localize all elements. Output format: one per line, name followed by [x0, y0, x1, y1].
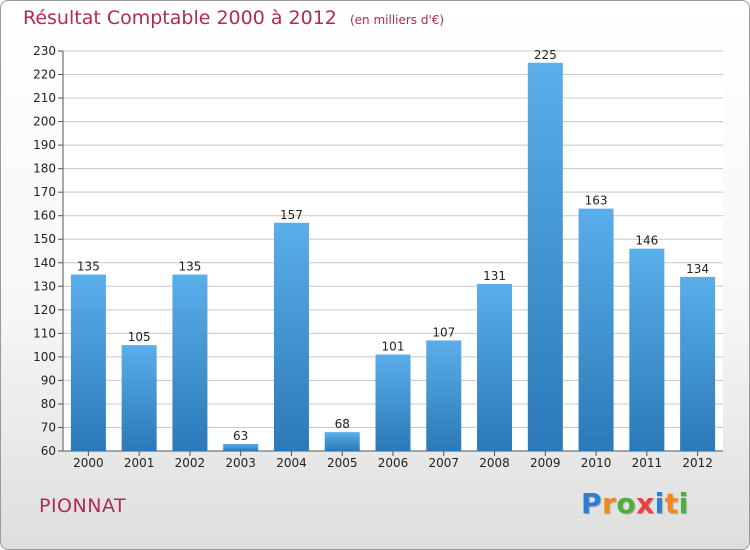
chart-unit-note: (en milliers d'€) — [349, 13, 445, 27]
bar-value-label: 131 — [483, 269, 506, 283]
x-tick-label: 2001 — [124, 456, 155, 470]
x-tick-label: 2007 — [428, 456, 459, 470]
bar-value-label: 107 — [432, 325, 455, 339]
bar-value-label: 157 — [280, 208, 303, 222]
bar — [273, 222, 309, 451]
x-tick-label: 2012 — [682, 456, 713, 470]
x-tick-label: 2009 — [530, 456, 561, 470]
logo-letter: i — [678, 487, 689, 520]
bar-value-label: 101 — [382, 340, 405, 354]
bar — [629, 248, 665, 451]
x-tick-label: 2008 — [479, 456, 510, 470]
y-tick-label: 100 — [33, 350, 56, 364]
x-tick-label: 2011 — [632, 456, 663, 470]
bar — [324, 432, 360, 451]
logo-letter: i — [654, 487, 665, 520]
logo-letter: o — [616, 487, 637, 520]
y-tick-label: 80 — [41, 397, 56, 411]
proxiti-logo: Proxiti — [581, 487, 689, 520]
y-tick-label: 190 — [33, 138, 56, 152]
bar — [680, 276, 716, 451]
y-tick-label: 70 — [41, 420, 56, 434]
bar-value-label: 135 — [178, 260, 201, 274]
bar-value-label: 146 — [635, 234, 658, 248]
bar-value-label: 225 — [534, 48, 557, 62]
bar — [70, 274, 106, 451]
x-tick-label: 2004 — [276, 456, 307, 470]
y-tick-label: 210 — [33, 91, 56, 105]
logo-letter: r — [602, 487, 617, 520]
bar-value-label: 135 — [77, 260, 100, 274]
bar — [223, 443, 259, 451]
x-tick-label: 2005 — [327, 456, 358, 470]
y-tick-label: 220 — [33, 68, 56, 82]
x-tick-label: 2000 — [73, 456, 104, 470]
y-tick-label: 90 — [41, 373, 56, 387]
bar — [426, 340, 462, 451]
logo-letter: t — [664, 487, 679, 520]
bar — [121, 345, 157, 451]
y-tick-label: 170 — [33, 185, 56, 199]
bar-value-label: 63 — [233, 429, 248, 443]
x-tick-label: 2002 — [175, 456, 206, 470]
x-tick-label: 2010 — [581, 456, 612, 470]
y-tick-label: 150 — [33, 232, 56, 246]
bar — [527, 62, 563, 451]
y-tick-label: 140 — [33, 256, 56, 270]
commune-name: PIONNAT — [39, 495, 127, 517]
y-tick-label: 200 — [33, 115, 56, 129]
bar — [172, 274, 208, 451]
logo-letter: x — [636, 487, 655, 520]
logo-letter: P — [581, 487, 603, 520]
y-tick-label: 180 — [33, 162, 56, 176]
y-tick-label: 110 — [33, 326, 56, 340]
y-tick-label: 130 — [33, 279, 56, 293]
bar — [375, 354, 411, 451]
bar — [477, 283, 513, 451]
bar — [578, 208, 614, 451]
bar-value-label: 105 — [128, 330, 151, 344]
x-tick-label: 2003 — [225, 456, 256, 470]
y-tick-label: 160 — [33, 209, 56, 223]
bar-value-label: 68 — [335, 417, 350, 431]
y-tick-label: 60 — [41, 444, 56, 458]
bar-value-label: 163 — [585, 194, 608, 208]
chart-title-text: Résultat Comptable 2000 à 2012 — [23, 7, 337, 29]
y-tick-label: 120 — [33, 303, 56, 317]
bar-value-label: 134 — [686, 262, 709, 276]
chart-title: Résultat Comptable 2000 à 2012 (en milli… — [23, 7, 444, 29]
y-tick-label: 230 — [33, 44, 56, 58]
x-tick-label: 2006 — [378, 456, 409, 470]
